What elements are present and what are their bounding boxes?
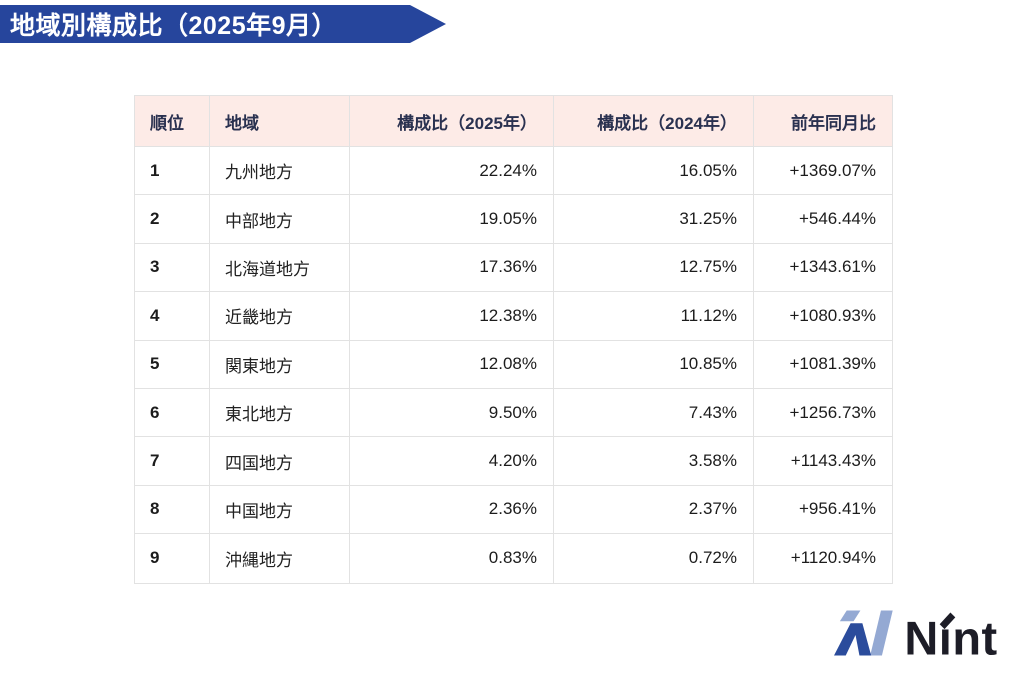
logo-mark-right-stroke	[870, 610, 893, 656]
cell-rank-row9: 9	[135, 534, 210, 583]
nint-logo: Nınt	[834, 610, 997, 660]
column-header-yoy: 前年同月比	[754, 96, 892, 147]
column-header-rank: 順位	[135, 96, 210, 147]
logo-i-accent	[939, 612, 956, 630]
cell-region-row9: 沖縄地方	[210, 534, 350, 583]
cell-share2024-row8: 2.37%	[554, 485, 754, 535]
cell-share2024-row2: 31.25%	[554, 195, 754, 244]
cell-region-row1: 九州地方	[210, 147, 350, 196]
cell-region-row8: 中国地方	[210, 485, 350, 535]
cell-rank-row7: 7	[135, 437, 210, 486]
cell-share2024-row3: 12.75%	[554, 243, 754, 293]
cell-yoy-row7: +1143.43%	[754, 437, 892, 486]
cell-region-row6: 東北地方	[210, 388, 350, 438]
cell-rank-row2: 2	[135, 195, 210, 244]
cell-region-row7: 四国地方	[210, 437, 350, 486]
cell-rank-row1: 1	[135, 147, 210, 196]
cell-region-row3: 北海道地方	[210, 243, 350, 293]
page-title: 地域別構成比（2025年9月）	[10, 12, 338, 40]
cell-region-row5: 関東地方	[210, 340, 350, 389]
cell-share2025-row4: 12.38%	[350, 292, 554, 341]
column-header-share2024: 構成比（2024年）	[554, 96, 754, 147]
cell-share2025-row6: 9.50%	[350, 388, 554, 438]
cell-rank-row5: 5	[135, 340, 210, 389]
cell-share2025-row5: 12.08%	[350, 340, 554, 389]
cell-share2024-row4: 11.12%	[554, 292, 754, 341]
cell-yoy-row4: +1080.93%	[754, 292, 892, 341]
cell-share2025-row1: 22.24%	[350, 147, 554, 196]
cell-share2024-row1: 16.05%	[554, 147, 754, 196]
column-header-region: 地域	[210, 96, 350, 147]
cell-share2025-row8: 2.36%	[350, 485, 554, 535]
cell-region-row4: 近畿地方	[210, 292, 350, 341]
cell-share2025-row3: 17.36%	[350, 243, 554, 293]
cell-yoy-row6: +1256.73%	[754, 389, 892, 438]
logo-mark-top-cap	[839, 610, 861, 622]
cell-share2024-row6: 7.43%	[554, 388, 754, 438]
cell-share2024-row5: 10.85%	[554, 340, 754, 389]
nint-logo-mark	[834, 610, 893, 656]
cell-share2024-row7: 3.58%	[554, 437, 754, 486]
cell-share2025-row2: 19.05%	[350, 195, 554, 244]
title-banner-arrow	[410, 5, 446, 43]
cell-rank-row4: 4	[135, 292, 210, 341]
cell-rank-row8: 8	[135, 485, 210, 535]
cell-share2025-row9: 0.83%	[350, 534, 554, 583]
cell-yoy-row9: +1120.94%	[790, 548, 876, 568]
cell-yoy-row5: +1081.39%	[754, 341, 892, 389]
cell-yoy-row3: +1343.61%	[754, 244, 892, 293]
cell-share2025-row7: 4.20%	[350, 437, 554, 486]
cell-rank-row3: 3	[135, 243, 210, 293]
title-banner: 地域別構成比（2025年9月）	[0, 5, 410, 43]
column-header-share2025: 構成比（2025年）	[350, 96, 554, 147]
logo-mark-n-strokes	[834, 623, 872, 656]
cell-yoy-row1: +1369.07%	[754, 147, 892, 196]
composition-table: 順位 地域 構成比（2025年） 構成比（2024年） 前年同月比 1 九州地方 22.24%…	[134, 95, 893, 584]
cell-rank-row6: 6	[135, 388, 210, 438]
cell-share2024-row9: 0.72%	[554, 534, 754, 583]
cell-yoy-row2: +546.44%	[754, 195, 892, 244]
cell-region-row2: 中部地方	[210, 195, 350, 244]
cell-yoy-row8: +956.41%	[754, 486, 892, 535]
